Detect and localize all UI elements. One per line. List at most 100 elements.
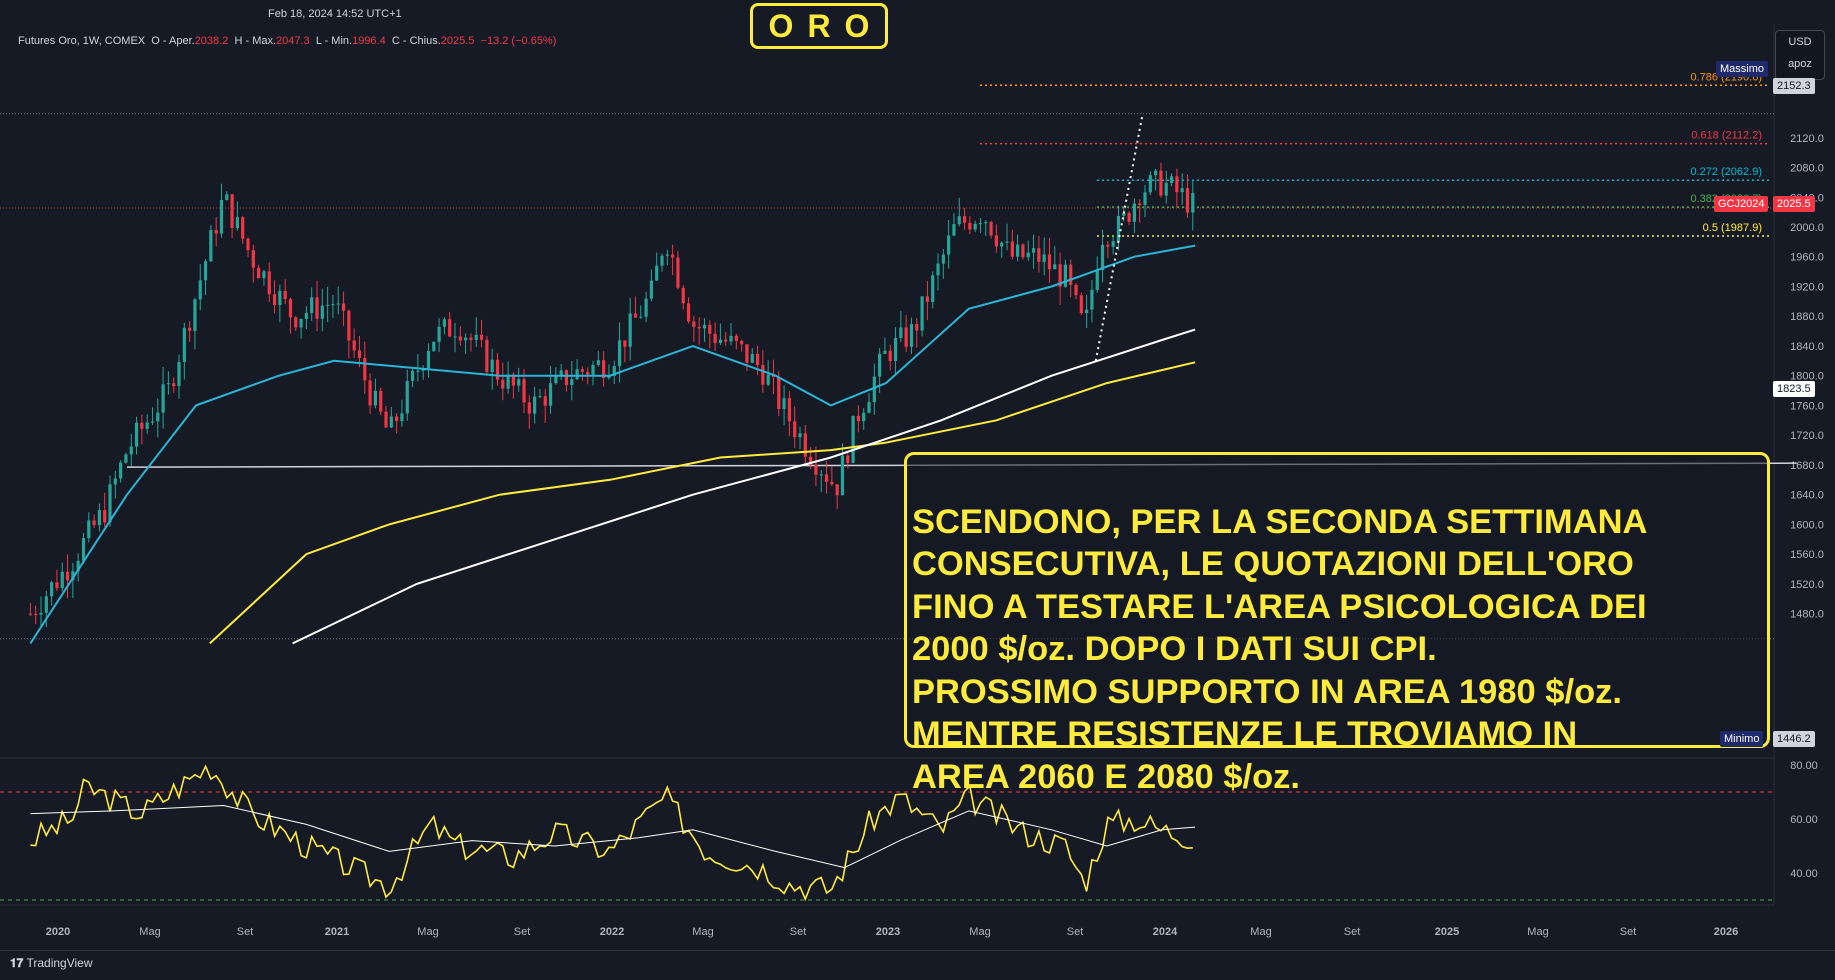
header-timestamp: Feb 18, 2024 14:52 UTC+1 — [268, 8, 402, 20]
candle-body — [479, 334, 484, 340]
candle-body — [28, 613, 32, 615]
candle-body — [915, 323, 919, 331]
candle-body — [341, 303, 346, 311]
candle-body — [989, 222, 993, 236]
candle-body — [490, 359, 494, 372]
candle-body — [1106, 244, 1110, 247]
candle-body — [448, 319, 452, 337]
candle-body — [1164, 182, 1168, 196]
rsi-tick-label: 80.00 — [1790, 760, 1818, 772]
candle-body — [119, 462, 123, 479]
candle-body — [612, 366, 616, 376]
candle-body — [177, 361, 181, 387]
candle-body — [60, 571, 64, 589]
time-tick-label: 2024 — [1153, 926, 1178, 938]
candle-body — [1169, 176, 1174, 183]
high-label: H - Max. — [234, 35, 277, 47]
candle-body — [840, 455, 845, 496]
candle-body — [416, 370, 420, 372]
candle-body — [81, 538, 86, 561]
candle-body — [124, 454, 128, 463]
candle-body — [214, 230, 218, 234]
time-tick-label: 2020 — [46, 926, 70, 938]
candle-body — [442, 319, 446, 327]
candle-body — [262, 271, 266, 279]
low-label: L - Min. — [315, 35, 353, 47]
candle-body — [230, 194, 234, 228]
min-value-tag: 1446.2 — [1773, 731, 1815, 747]
candle-body — [278, 290, 282, 305]
price-tick-label: 1800.0 — [1790, 371, 1824, 383]
candle-body — [267, 271, 271, 295]
candle-body — [973, 223, 977, 230]
candle-body — [410, 370, 415, 381]
crosshair-price-tag: 1823.5 — [1773, 381, 1815, 397]
fib-level-label: 0.618 (2112.2) — [1691, 130, 1762, 142]
tradingview-logo[interactable]: 𝟏𝟕 TradingView — [10, 956, 93, 971]
candle-body — [1180, 188, 1184, 193]
candle-body — [34, 613, 38, 615]
time-tick-label: Set — [1067, 926, 1084, 938]
candle-body — [793, 421, 797, 438]
candle-body — [1090, 289, 1094, 310]
candle-body — [437, 326, 441, 342]
candle-body — [575, 369, 579, 380]
candle-body — [92, 520, 96, 526]
candle-body — [798, 433, 802, 438]
candle-body — [272, 294, 277, 305]
rsi-tick-label: 40.00 — [1790, 868, 1818, 880]
candle-body — [294, 317, 298, 328]
candle-body — [384, 411, 388, 428]
candle-body — [713, 333, 717, 343]
candle-body — [1138, 203, 1142, 206]
candle-body — [379, 390, 383, 412]
time-tick-label: 2022 — [600, 926, 624, 938]
time-tick-label: 2026 — [1714, 926, 1738, 938]
candle-body — [824, 474, 829, 482]
candle-body — [55, 582, 59, 589]
moving-average-line — [29, 244, 1196, 644]
annotation-box: SCENDONO, PER LA SECONDA SETTIMANA CONSEC… — [904, 452, 1770, 796]
candle-body — [209, 230, 213, 262]
candle-body — [745, 344, 749, 363]
candle-body — [400, 413, 404, 422]
candle-body — [1074, 284, 1078, 296]
candle-body — [458, 336, 462, 341]
max-value-tag: 2152.3 — [1773, 78, 1815, 94]
candle-body — [326, 304, 330, 306]
candle-body — [596, 360, 600, 365]
candle-body — [931, 275, 935, 302]
price-tick-label: 1480.0 — [1790, 609, 1824, 621]
time-tick-label: Mag — [417, 926, 438, 938]
candle-body — [787, 398, 791, 422]
candle-body — [283, 290, 287, 300]
candle-body — [1031, 248, 1036, 253]
candle-body — [564, 370, 569, 386]
candle-body — [968, 222, 972, 230]
annotation-line: SCENDONO, PER LA SECONDA SETTIMANA — [912, 502, 1648, 541]
candle-body — [1021, 244, 1025, 258]
candle-body — [835, 484, 839, 496]
currency-button[interactable]: USD apoz — [1775, 30, 1825, 80]
candle-body — [708, 324, 712, 334]
price-tick-label: 2000.0 — [1790, 222, 1824, 234]
candle-body — [941, 254, 945, 264]
candle-body — [533, 396, 537, 414]
candle-body — [1053, 264, 1057, 270]
moving-average-line — [292, 328, 1196, 645]
candle-body — [1116, 215, 1121, 242]
candle-body — [1122, 213, 1126, 216]
candle-body — [315, 297, 319, 319]
price-tick-label: 1560.0 — [1790, 549, 1824, 561]
candle-body — [586, 371, 590, 375]
candle-body — [809, 456, 813, 465]
candle-body — [336, 303, 340, 305]
candle-body — [538, 396, 542, 398]
candle-body — [543, 396, 547, 406]
candle-body — [1191, 192, 1195, 213]
price-tick-label: 1880.0 — [1790, 311, 1824, 323]
candle-body — [909, 323, 914, 347]
candle-body — [947, 235, 951, 255]
candle-body — [331, 304, 335, 306]
